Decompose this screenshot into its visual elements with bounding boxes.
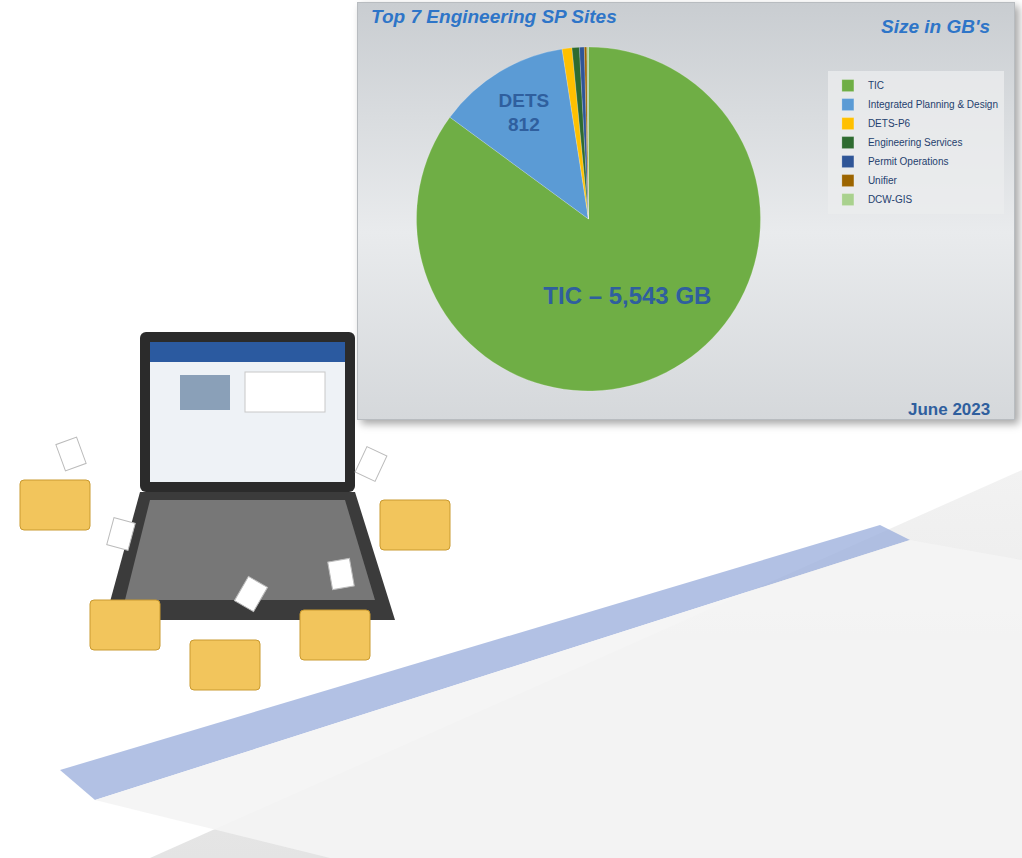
svg-text:Top 7 Engineering SP Sites: Top 7 Engineering SP Sites	[371, 6, 617, 27]
svg-text:TIC: TIC	[868, 80, 884, 91]
svg-text:DETS-P6: DETS-P6	[868, 118, 911, 129]
svg-text:DCW-GIS: DCW-GIS	[868, 194, 913, 205]
svg-text:TIC – 5,543 GB: TIC – 5,543 GB	[543, 282, 711, 309]
svg-text:June 2023: June 2023	[908, 400, 990, 419]
svg-text:Integrated Planning & Design: Integrated Planning & Design	[868, 99, 998, 110]
svg-text:Permit Operations: Permit Operations	[868, 156, 949, 167]
svg-text:DETS812: DETS812	[499, 90, 550, 136]
svg-text:Size in GB's: Size in GB's	[881, 16, 990, 37]
svg-text:Unifier: Unifier	[868, 175, 898, 186]
svg-text:Engineering Services: Engineering Services	[868, 137, 963, 148]
